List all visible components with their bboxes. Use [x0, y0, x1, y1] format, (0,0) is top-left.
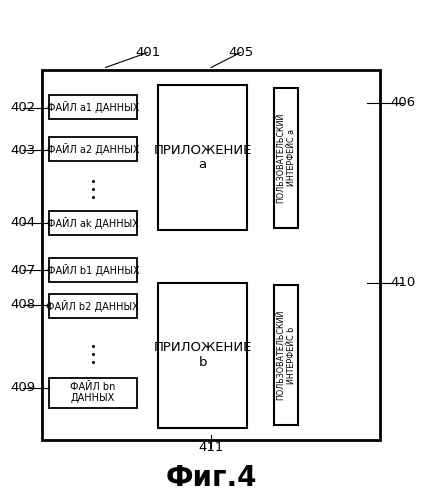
Text: 409: 409 — [11, 381, 36, 394]
Bar — [49, 137, 137, 161]
Text: 404: 404 — [11, 216, 36, 229]
Bar — [49, 294, 137, 318]
Text: 402: 402 — [11, 101, 36, 114]
Text: ФАЙЛ a1 ДАННЫХ: ФАЙЛ a1 ДАННЫХ — [47, 101, 139, 113]
Text: 406: 406 — [390, 96, 416, 109]
Text: 407: 407 — [11, 264, 36, 276]
Text: ПРИЛОЖЕНИЕ
b: ПРИЛОЖЕНИЕ b — [153, 341, 252, 369]
Text: 403: 403 — [11, 144, 36, 156]
Bar — [158, 85, 247, 230]
Text: ФАЙЛ ak ДАННЫХ: ФАЙЛ ak ДАННЫХ — [47, 217, 139, 229]
Bar — [274, 88, 298, 228]
Text: ФАЙЛ b2 ДАННЫХ: ФАЙЛ b2 ДАННЫХ — [46, 300, 139, 312]
Text: 401: 401 — [135, 46, 160, 59]
Text: 405: 405 — [228, 46, 253, 59]
Text: ФАЙЛ a2 ДАННЫХ: ФАЙЛ a2 ДАННЫХ — [46, 143, 139, 155]
Bar — [158, 282, 247, 428]
Text: ФАЙЛ bn
ДАННЫХ: ФАЙЛ bn ДАННЫХ — [70, 382, 116, 404]
Bar — [49, 95, 137, 119]
Text: ПРИЛОЖЕНИЕ
a: ПРИЛОЖЕНИЕ a — [153, 144, 252, 172]
Text: ПОЛЬЗОВАТЕЛЬСКИЙ
ИНТЕРФЕЙС b: ПОЛЬЗОВАТЕЛЬСКИЙ ИНТЕРФЕЙС b — [276, 310, 295, 400]
Text: 408: 408 — [11, 298, 36, 312]
Bar — [274, 285, 298, 425]
Text: ПОЛЬЗОВАТЕЛЬСКИЙ
ИНТЕРФЕЙС a: ПОЛЬЗОВАТЕЛЬСКИЙ ИНТЕРФЕЙС a — [276, 112, 295, 202]
Text: 411: 411 — [198, 441, 224, 454]
Bar — [49, 258, 137, 281]
Bar — [49, 378, 137, 408]
Bar — [49, 211, 137, 235]
Text: ФАЙЛ b1 ДАННЫХ: ФАЙЛ b1 ДАННЫХ — [46, 264, 139, 276]
Bar — [42, 70, 380, 440]
Text: 410: 410 — [390, 276, 416, 289]
Text: Фиг.4: Фиг.4 — [165, 464, 257, 491]
